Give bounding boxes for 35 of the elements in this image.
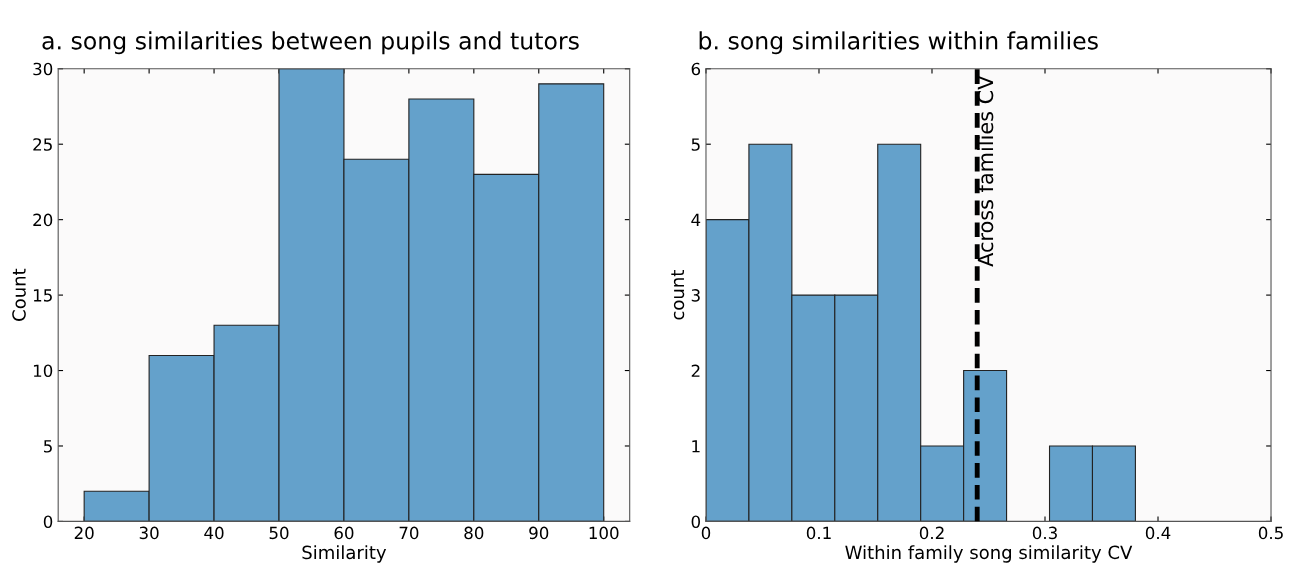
y-tick-label: 20 — [33, 213, 53, 227]
y-axis-title: count — [671, 270, 685, 320]
x-tick-label: 0.4 — [1145, 526, 1171, 540]
y-tick-label: 6 — [691, 62, 701, 76]
x-tick-label: 30 — [139, 526, 159, 540]
x-tick-label: 50 — [269, 526, 289, 540]
chart-title: b. song similarities within families — [699, 31, 1098, 55]
x-tick-label: 40 — [204, 526, 224, 540]
x-tick-label: 0.5 — [1258, 526, 1283, 540]
y-tick-label: 5 — [691, 138, 700, 151]
y-tick-label: 3 — [691, 289, 700, 302]
x-tick-label: 0.1 — [806, 526, 831, 540]
x-axis-title: Within family song similarity CV — [845, 545, 1133, 563]
x-tick-label: 0.2 — [919, 526, 944, 540]
y-tick-label: 15 — [33, 289, 52, 302]
y-tick-label: 0 — [43, 515, 53, 528]
x-tick-label: 20 — [74, 526, 94, 540]
y-tick-label: 25 — [33, 138, 52, 151]
y-tick-label: 10 — [33, 364, 53, 378]
x-tick-label: 100 — [589, 526, 619, 540]
y-tick-label: 30 — [33, 62, 53, 76]
chart-title: a. song similarities between pupils and tutors — [42, 31, 579, 55]
y-tick-label: 2 — [691, 364, 700, 377]
x-tick-label: 70 — [399, 526, 419, 540]
y-axis-title: Count — [12, 268, 26, 321]
y-tick-label: 5 — [44, 440, 52, 453]
y-tick-label: 0 — [691, 515, 701, 528]
x-tick-label: 0 — [701, 526, 711, 540]
x-tick-label: 60 — [334, 526, 354, 540]
y-tick-label: 1 — [692, 440, 700, 453]
x-tick-label: 90 — [529, 526, 549, 540]
x-tick-label: 80 — [464, 526, 484, 540]
y-tick-label: 4 — [691, 213, 701, 226]
x-tick-label: 0.3 — [1032, 526, 1057, 540]
x-axis-title: Similarity — [302, 545, 387, 563]
